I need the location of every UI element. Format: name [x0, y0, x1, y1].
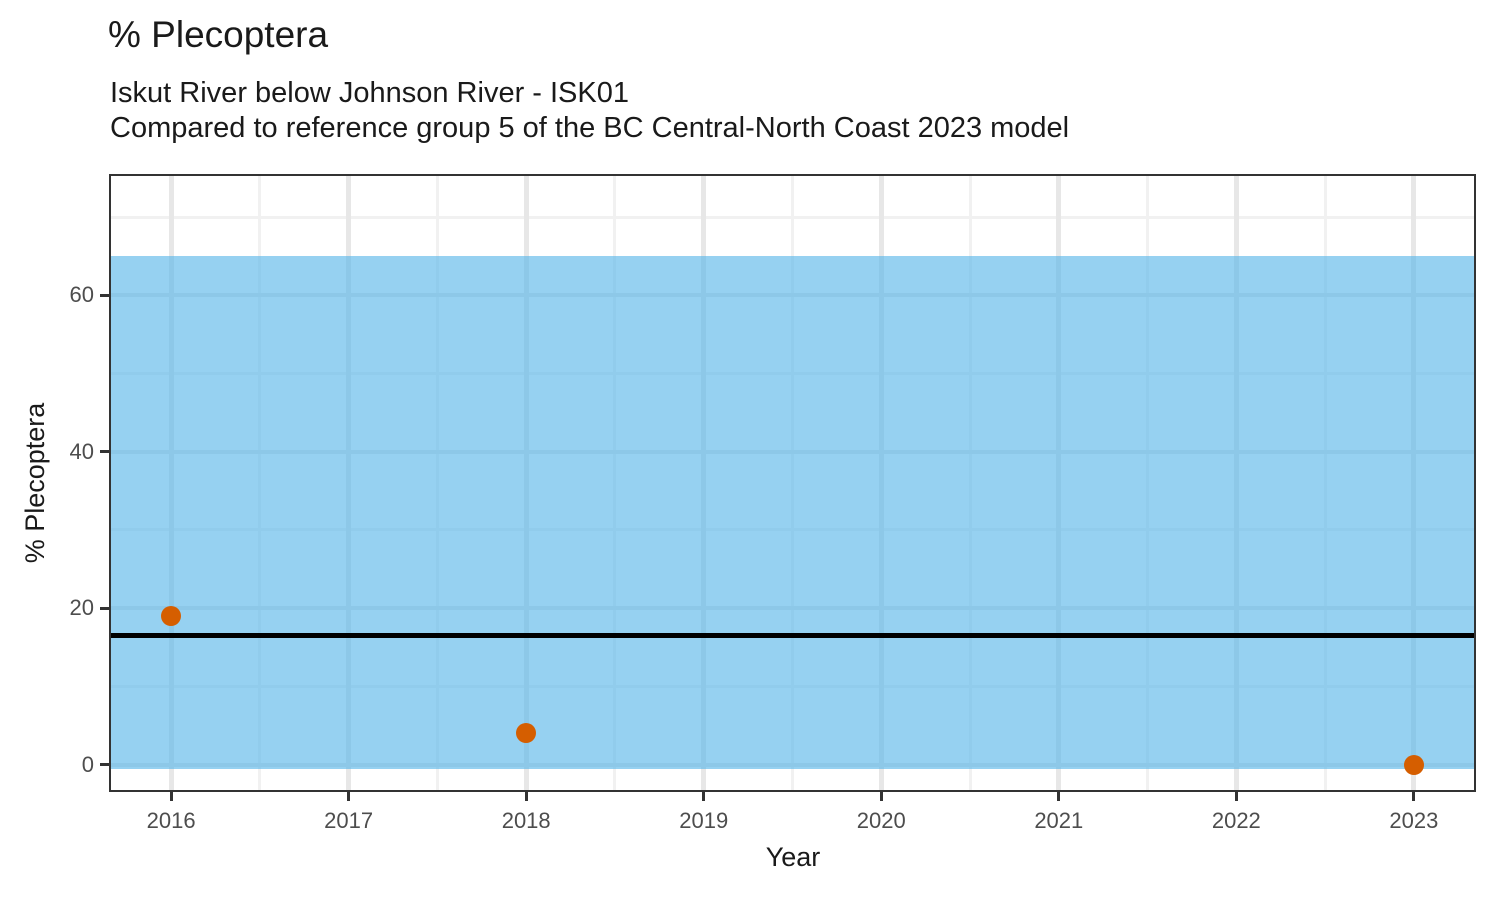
- x-tick-label: 2022: [1211, 808, 1261, 833]
- x-tick-mark: [879, 792, 883, 801]
- y-tick-mark: [100, 450, 109, 454]
- x-tick-label: 2023: [1389, 808, 1439, 833]
- y-tick-mark: [100, 606, 109, 610]
- y-tick-mark: [100, 763, 109, 767]
- x-tick-mark: [169, 792, 173, 801]
- x-tick-label: 2018: [501, 808, 551, 833]
- x-tick-label: 2020: [856, 808, 906, 833]
- x-tick-mark: [1057, 792, 1061, 801]
- reference-band: [109, 256, 1476, 769]
- x-tick-mark: [1234, 792, 1238, 801]
- chart-subtitle-line-2: Compared to reference group 5 of the BC …: [110, 112, 1070, 144]
- chart-title: % Plecoptera: [108, 14, 329, 55]
- plot-panel: [109, 174, 1476, 792]
- chart-subtitle: Iskut River below Johnson River - ISK01 …: [110, 76, 1069, 146]
- reference-line: [109, 633, 1476, 638]
- data-point: [161, 605, 182, 626]
- x-tick-label: 2019: [679, 808, 729, 833]
- data-point: [1403, 754, 1424, 775]
- x-tick-mark: [702, 792, 706, 801]
- y-axis-title: % Plecoptera: [20, 402, 50, 564]
- x-tick-label: 2016: [146, 808, 196, 833]
- y-tick-label: 0: [81, 751, 94, 777]
- y-tick-mark: [100, 293, 109, 297]
- y-tick-label: 20: [69, 595, 94, 621]
- x-tick-label: 2017: [324, 808, 374, 833]
- y-tick-label: 40: [69, 438, 94, 464]
- x-axis-title: Year: [765, 842, 821, 872]
- data-point: [516, 723, 537, 744]
- x-tick-mark: [524, 792, 528, 801]
- x-tick-mark: [347, 792, 351, 801]
- y-tick-label: 60: [69, 282, 94, 308]
- x-tick-label: 2021: [1034, 808, 1084, 833]
- x-tick-mark: [1412, 792, 1416, 801]
- chart-subtitle-line-1: Iskut River below Johnson River - ISK01: [110, 77, 629, 109]
